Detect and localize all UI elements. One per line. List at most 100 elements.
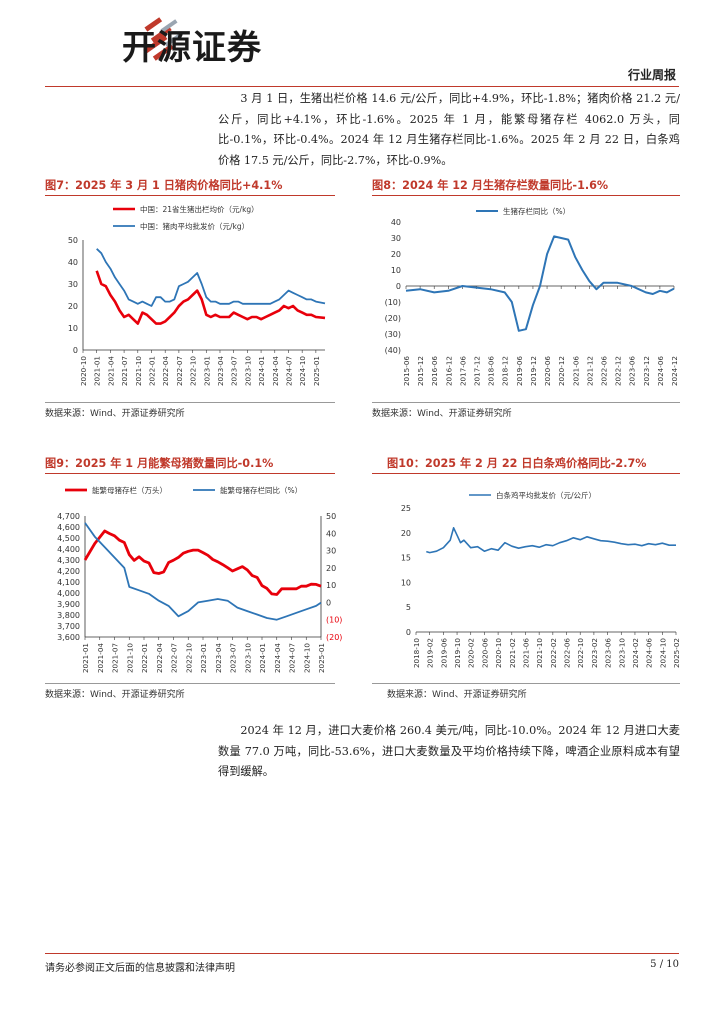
x-tick-label: 2022-01	[140, 643, 149, 673]
y-tick-label: 10	[68, 324, 78, 333]
y-tick-label: 3,600	[57, 633, 80, 642]
footer-divider	[45, 953, 679, 954]
company-name: 开源证券	[122, 28, 262, 68]
y-tick-label: 10	[391, 266, 401, 275]
x-tick-label: 2017-12	[473, 356, 482, 386]
chart-sow-inventory: 3,600 3,700 3,800 3,900 4,000 4,100 4,200 4,300…	[57, 485, 342, 673]
x-tick-label: 2024-04	[273, 643, 282, 673]
figure-source: 数据来源：Wind、开源证券研究所	[45, 690, 185, 700]
y-tick-label: 4,100	[57, 578, 80, 587]
x-tick-label: 2018-12	[501, 356, 510, 386]
x-tick-label: 2024-07	[288, 643, 297, 673]
x-tick-label: 2021-07	[120, 356, 129, 386]
x-tick-label: 2019-06	[515, 356, 524, 386]
x-tick-label: 2022-04	[161, 356, 170, 386]
chart-chicken-price: 0 5 10 15 20 25 2018-10 2019-02 2019-06 2019-10 20…	[401, 490, 680, 668]
x-tick-label: 2019-06	[439, 638, 448, 668]
y2-tick-label: 10	[326, 581, 336, 590]
y-tick-label: 4,000	[57, 589, 80, 598]
figure-title: 图7：2025 年 3 月 1 日猪肉价格同比+4.1%	[45, 179, 283, 192]
x-tick-label: 2023-06	[604, 638, 613, 668]
x-tick-label: 2021-07	[111, 643, 120, 673]
source-rule	[45, 683, 335, 684]
y-tick-label: 3,700	[57, 622, 80, 631]
y-tick-label: 0	[396, 282, 401, 291]
footer-disclaimer: 请务必参阅正文后面的信息披露和法律声明	[45, 963, 235, 974]
x-tick-label: 2022-01	[147, 356, 156, 386]
y-tick-label: 4,700	[57, 512, 80, 521]
chart-hog-inventory-yoy: 40 30 20 10 0 (10) (20) (30) (40)2015-06 2015-12 2…	[385, 206, 679, 386]
x-tick-label: 2015-12	[416, 356, 425, 386]
y-tick-label: 30	[391, 234, 401, 243]
x-tick-label: 2020-06	[480, 638, 489, 668]
x-tick-label: 2022-10	[184, 643, 193, 673]
x-tick-label: 2024-01	[257, 356, 266, 386]
x-tick-label: 2023-04	[214, 643, 223, 673]
y-tick-label: 3,900	[57, 600, 80, 609]
x-tick-label: 2023-04	[216, 356, 225, 386]
x-tick-label: 2022-06	[563, 638, 572, 668]
x-tick-label: 2021-01	[93, 356, 102, 386]
y-tick-label: 20	[68, 302, 78, 311]
y-tick-label: 4,400	[57, 545, 80, 554]
y-tick-label: (40)	[385, 346, 401, 355]
series-line	[405, 235, 675, 332]
x-tick-label: 2018-06	[487, 356, 496, 386]
x-tick-label: 2024-10	[658, 638, 667, 668]
x-tick-label: 2019-10	[453, 638, 462, 668]
x-tick-label: 2021-10	[125, 643, 134, 673]
figure-title: 图8：2024 年 12 月生猪存栏数量同比-1.6%	[372, 179, 609, 192]
x-tick-label: 2020-10	[79, 356, 88, 386]
y-tick-label: (20)	[385, 314, 401, 323]
x-tick-label: 2021-12	[585, 356, 594, 386]
x-tick-label: 2021-02	[508, 638, 517, 668]
y2-tick-label: 30	[326, 547, 336, 556]
x-tick-label: 2024-06	[645, 638, 654, 668]
chart-pork-price: 0 10 20 30 40 50 2020-10 2021-01 2021-04 2021-07 2…	[68, 204, 326, 386]
figure-title-rule	[45, 473, 335, 474]
body-paragraph: 2024 年 12 月，进口大麦价格 260.4 美元/吨，同比-10.0%。2…	[218, 724, 680, 778]
page-number: 5 / 10	[650, 959, 679, 970]
figure-source: 数据来源：Wind、开源证券研究所	[372, 409, 512, 419]
x-tick-label: 2025-01	[312, 356, 321, 386]
y-tick-label: 15	[401, 554, 411, 563]
x-tick-label: 2018-10	[412, 638, 421, 668]
x-tick-label: 2021-06	[571, 356, 580, 386]
x-tick-label: 2023-07	[229, 643, 238, 673]
y-tick-label: 30	[68, 280, 78, 289]
x-tick-label: 2022-10	[576, 638, 585, 668]
y-tick-label: 4,300	[57, 556, 80, 565]
y2-tick-label: (10)	[326, 616, 342, 625]
y-tick-label: 5	[406, 603, 411, 612]
x-tick-label: 2020-02	[467, 638, 476, 668]
figure-title-rule	[372, 473, 680, 474]
figure-source: 数据来源：Wind、开源证券研究所	[387, 690, 527, 700]
y-tick-label: 25	[401, 504, 411, 513]
company-logo-mark	[143, 17, 182, 61]
body-paragraph: 3 月 1 日，生猪出栏价格 14.6 元/公斤，同比+4.9%，环比-1.8%…	[218, 92, 680, 167]
x-tick-label: 2019-12	[529, 356, 538, 386]
x-tick-label: 2020-12	[557, 356, 566, 386]
x-tick-label: 2023-10	[243, 356, 252, 386]
x-tick-label: 2023-01	[202, 356, 211, 386]
y-tick-label: (30)	[385, 330, 401, 339]
x-tick-label: 2022-06	[599, 356, 608, 386]
x-tick-label: 2021-10	[134, 356, 143, 386]
x-tick-label: 2021-01	[81, 643, 90, 673]
x-tick-label: 2024-10	[302, 643, 311, 673]
x-tick-label: 2021-10	[535, 638, 544, 668]
x-tick-label: 2020-10	[494, 638, 503, 668]
y-tick-label: 20	[401, 529, 411, 538]
x-tick-label: 2017-06	[458, 356, 467, 386]
x-tick-label: 2021-04	[96, 643, 105, 673]
y-tick-label: 40	[68, 258, 78, 267]
figure-title-rule	[45, 195, 335, 196]
legend-label: 生猪存栏同比（%）	[503, 206, 570, 216]
x-tick-label: 2016-06	[430, 356, 439, 386]
x-tick-label: 2016-12	[444, 356, 453, 386]
x-tick-label: 2015-06	[402, 356, 411, 386]
y-tick-label: 40	[391, 218, 401, 227]
x-tick-label: 2023-06	[628, 356, 637, 386]
y-tick-label: 4,600	[57, 523, 80, 532]
x-tick-label: 2019-02	[426, 638, 435, 668]
